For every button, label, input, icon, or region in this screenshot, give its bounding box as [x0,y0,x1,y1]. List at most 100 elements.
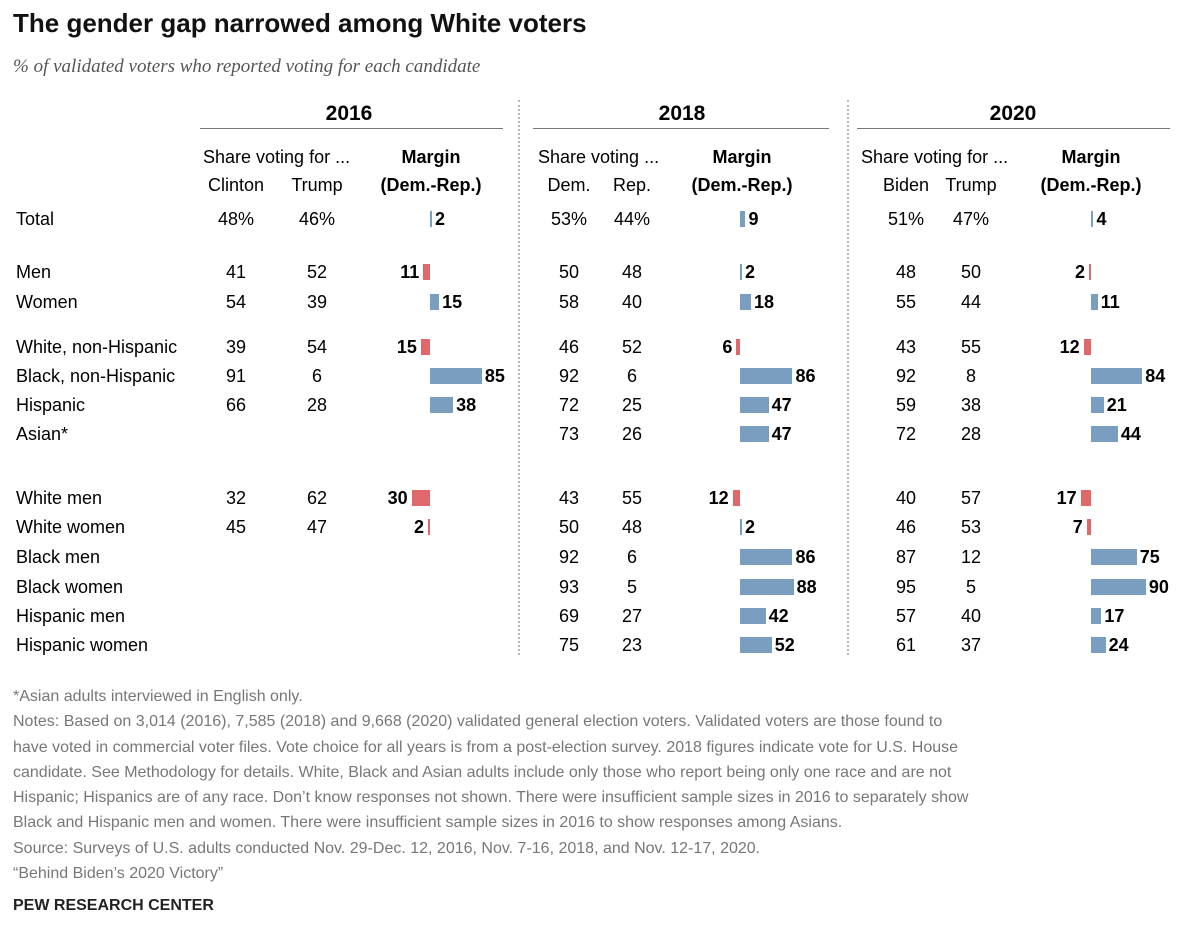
margin-value: 86 [795,547,816,567]
dem-margin-bar [1091,608,1102,624]
dem-share-value: 95 [895,577,917,597]
col-header-rep-candidate: Trump [945,175,997,195]
dem-share-value: 57 [895,606,917,626]
dem-margin-bar [430,294,440,310]
rep-share-value: 25 [621,395,643,415]
share-header: Share voting for ... [861,147,1009,167]
dem-margin-bar [1091,549,1137,565]
dem-share-value: 32 [225,488,247,508]
dem-share-value: 72 [558,395,580,415]
footnote-notes-4: Hispanic; Hispanics are of any race. Don… [13,789,969,807]
dem-margin-bar [740,549,793,565]
rep-share-value: 57 [960,488,982,508]
margin-value: 2 [745,517,756,537]
dem-share-value: 55 [895,292,917,312]
footnote-asian: *Asian adults interviewed in English onl… [13,688,303,705]
margin-value: 17 [1056,488,1077,508]
rep-share-value: 28 [306,395,328,415]
rep-margin-bar [423,264,430,280]
dem-share-value: 48% [217,209,255,229]
rep-share-value: 50 [960,262,982,282]
dem-share-value: 48 [895,262,917,282]
year-header-2018: 2018 [658,102,706,125]
rep-margin-bar [1089,264,1091,280]
footnotes: *Asian adults interviewed in English onl… [13,684,1183,886]
margin-header-sub: (Dem.-Rep.) [691,175,793,195]
row-label: Men [16,262,52,282]
dem-share-value: 51% [887,209,925,229]
row-label: Asian* [16,424,69,444]
panel-divider [518,100,520,655]
margin-value: 30 [387,488,408,508]
footnote-report: “Behind Biden’s 2020 Victory” [13,865,224,883]
dem-share-value: 75 [558,635,580,655]
row-label: Black, non-Hispanic [16,366,176,386]
rep-margin-bar [1086,519,1091,535]
dem-share-value: 93 [558,577,580,597]
rep-share-value: 44 [960,292,982,312]
margin-value: 12 [1059,337,1080,357]
footnote-notes-5: Black and Hispanic men and women. There … [13,814,843,832]
dem-share-value: 50 [558,262,580,282]
margin-value: 12 [708,488,729,508]
rep-share-value: 6 [626,547,637,567]
dem-margin-bar [1091,637,1106,653]
dem-share-value: 43 [895,337,917,357]
dem-margin-bar [1091,294,1098,310]
rep-share-value: 55 [621,488,643,508]
dem-share-value: 59 [895,395,917,415]
dem-margin-bar [1091,211,1094,227]
year-header-2020: 2020 [989,102,1037,125]
row-label: Black women [16,577,124,597]
margin-header: Margin [1061,147,1121,167]
rep-share-value: 40 [960,606,982,626]
row-label: White women [16,517,126,537]
chart-title: The gender gap narrowed among White vote… [13,8,587,38]
rep-share-value: 39 [306,292,328,312]
dem-share-value: 50 [558,517,580,537]
dem-margin-bar [740,519,742,535]
rep-share-value: 26 [621,424,643,444]
margin-header: Margin [712,147,772,167]
dem-share-value: 72 [895,424,917,444]
rep-margin-bar [732,490,740,506]
rep-share-value: 28 [960,424,982,444]
share-header: Share voting for ... [203,147,351,167]
row-label: Total [16,209,55,229]
margin-value: 2 [435,209,446,229]
rep-share-value: 48 [621,262,643,282]
dem-margin-bar [740,637,772,653]
dem-share-value: 40 [895,488,917,508]
margin-value: 84 [1145,366,1166,386]
margin-value: 7 [1072,517,1083,537]
dem-margin-bar [740,579,794,595]
dem-share-value: 45 [225,517,247,537]
row-label: Black men [16,547,101,567]
rep-share-value: 47% [952,209,990,229]
margin-value: 44 [1120,424,1141,444]
margin-value: 6 [722,337,733,357]
rep-share-value: 5 [965,577,976,597]
margin-header: Margin [401,147,461,167]
rep-share-value: 52 [306,262,328,282]
year-rule-2016 [200,128,503,129]
rep-share-value: 6 [311,366,322,386]
margin-value: 42 [768,606,789,626]
margin-value: 47 [771,395,792,415]
rep-share-value: 47 [306,517,328,537]
margin-value: 2 [413,517,424,537]
dem-share-value: 41 [225,262,247,282]
rep-share-value: 55 [960,337,982,357]
rep-share-value: 62 [306,488,328,508]
rep-margin-bar [420,339,430,355]
margin-value: 9 [748,209,759,229]
rep-share-value: 27 [621,606,643,626]
rep-share-value: 37 [960,635,982,655]
row-label: White, non-Hispanic [16,337,178,357]
rep-share-value: 46% [298,209,336,229]
margin-header-sub: (Dem.-Rep.) [380,175,482,195]
margin-value: 90 [1148,577,1169,597]
footnote-notes-2: have voted in commercial voter files. Vo… [13,738,959,756]
chart-subtitle: % of validated voters who reported votin… [13,56,481,77]
margin-value: 47 [771,424,792,444]
